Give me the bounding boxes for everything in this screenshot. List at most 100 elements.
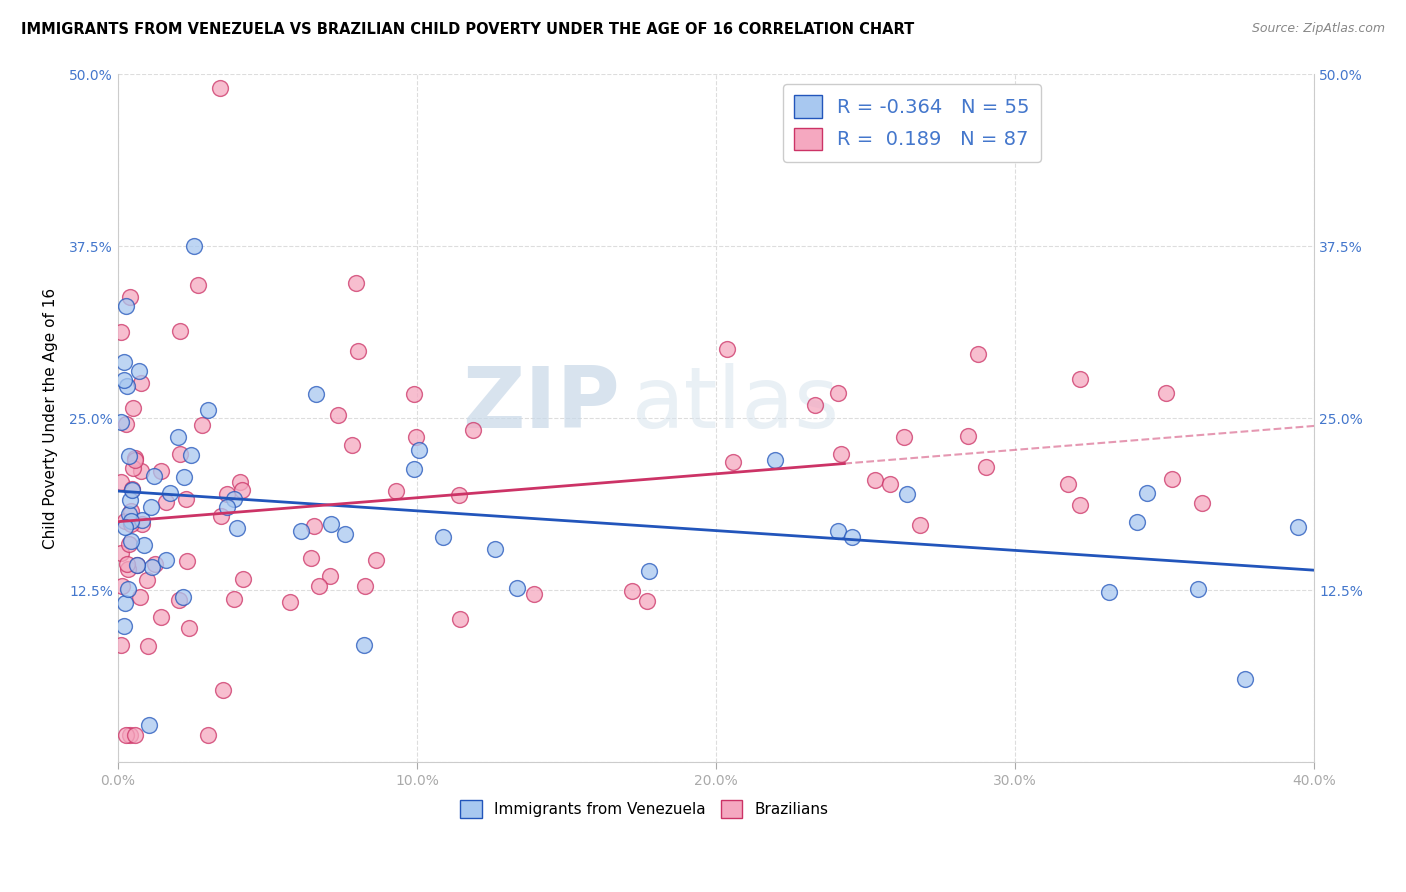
Point: [827, 524, 849, 539]
Point: [127, 558, 149, 573]
Point: [231, 483, 253, 497]
Point: [139, 500, 162, 514]
Point: [118, 449, 141, 463]
Point: [841, 530, 863, 544]
Point: [174, 492, 197, 507]
Point: [209, 508, 232, 523]
Point: [117, 562, 139, 576]
Point: [120, 515, 142, 529]
Point: [197, 728, 219, 742]
Point: [484, 542, 506, 557]
Point: [353, 638, 375, 652]
Point: [120, 534, 142, 549]
Point: [129, 591, 152, 605]
Point: [1154, 386, 1177, 401]
Point: [129, 464, 152, 478]
Point: [506, 582, 529, 596]
Point: [335, 527, 357, 541]
Point: [131, 516, 153, 531]
Point: [112, 373, 135, 387]
Point: [302, 518, 325, 533]
Point: [118, 492, 141, 507]
Point: [222, 491, 245, 506]
Text: IMMIGRANTS FROM VENEZUELA VS BRAZILIAN CHILD POVERTY UNDER THE AGE OF 16 CORRELA: IMMIGRANTS FROM VENEZUELA VS BRAZILIAN C…: [21, 22, 914, 37]
Point: [127, 558, 149, 573]
Point: [385, 483, 408, 498]
Point: [114, 596, 136, 610]
Point: [115, 417, 138, 432]
Point: [212, 682, 235, 697]
Point: [1286, 520, 1309, 534]
Point: [308, 579, 330, 593]
Point: [863, 473, 886, 487]
Point: [354, 579, 377, 593]
Y-axis label: Child Poverty Under the Age of 16: Child Poverty Under the Age of 16: [44, 287, 58, 549]
Point: [149, 464, 172, 478]
Point: [957, 429, 980, 443]
Point: [447, 488, 470, 502]
Point: [138, 718, 160, 732]
Point: [215, 500, 238, 515]
Point: [143, 558, 166, 572]
Point: [222, 591, 245, 606]
Point: [120, 516, 142, 531]
Point: [974, 459, 997, 474]
Point: [1097, 585, 1119, 599]
Point: [716, 342, 738, 356]
Point: [114, 355, 136, 369]
Point: [110, 638, 132, 652]
Point: [404, 387, 426, 401]
Point: [226, 521, 249, 535]
Point: [197, 403, 219, 417]
Point: [1069, 372, 1091, 386]
Point: [215, 487, 238, 501]
Point: [121, 482, 143, 496]
Point: [142, 469, 165, 483]
Point: [183, 239, 205, 253]
Point: [299, 551, 322, 566]
Point: [463, 423, 485, 437]
Point: [179, 621, 201, 635]
Point: [131, 513, 153, 527]
Point: [114, 514, 136, 528]
Point: [342, 438, 364, 452]
Point: [1057, 477, 1080, 491]
Point: [1160, 472, 1182, 486]
Point: [117, 582, 139, 597]
Point: [879, 477, 901, 491]
Point: [1136, 485, 1159, 500]
Point: [636, 593, 658, 607]
Point: [432, 530, 454, 544]
Point: [830, 447, 852, 461]
Point: [180, 448, 202, 462]
Point: [305, 387, 328, 401]
Point: [896, 487, 918, 501]
Point: [167, 429, 190, 443]
Point: [176, 554, 198, 568]
Point: [121, 483, 143, 497]
Point: [364, 553, 387, 567]
Point: [893, 429, 915, 443]
Point: [112, 618, 135, 632]
Point: [141, 560, 163, 574]
Point: [118, 536, 141, 550]
Point: [117, 557, 139, 571]
Point: [405, 430, 427, 444]
Text: ZIP: ZIP: [463, 363, 620, 446]
Point: [408, 442, 430, 457]
Point: [122, 460, 145, 475]
Point: [344, 277, 367, 291]
Point: [110, 415, 132, 429]
Point: [190, 417, 212, 432]
Point: [110, 546, 132, 560]
Point: [118, 290, 141, 304]
Point: [187, 277, 209, 292]
Point: [1191, 496, 1213, 510]
Point: [326, 408, 349, 422]
Point: [232, 572, 254, 586]
Point: [723, 455, 745, 469]
Point: [967, 347, 990, 361]
Point: [319, 568, 342, 582]
Point: [110, 325, 132, 339]
Point: [111, 579, 134, 593]
